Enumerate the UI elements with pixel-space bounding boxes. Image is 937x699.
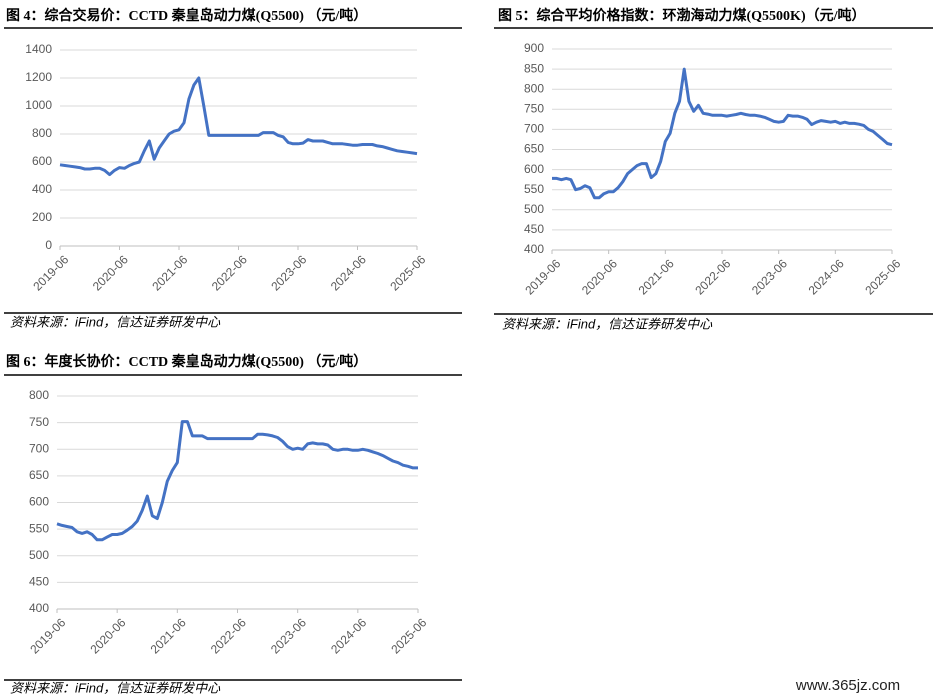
y-tick-label: 700 [524,122,544,136]
x-tick-label: 2024-06 [806,256,847,297]
source-note: 资料来源：iFind，信达证券研发中心 [10,680,221,695]
price-line [56,420,418,542]
y-tick-label: 600 [32,154,52,168]
x-tick-label: 2025-06 [862,256,903,297]
y-tick-label: 1400 [25,42,52,56]
x-tick-label: 2019-06 [27,615,68,656]
x-tick-label: 2023-06 [268,615,309,656]
x-tick-label: 2023-06 [268,252,309,293]
y-tick-label: 750 [524,101,544,115]
y-tick-label: 650 [524,142,544,156]
x-tick-label: 2022-06 [209,252,250,293]
y-tick-label: 800 [32,126,52,140]
y-tick-label: 400 [32,182,52,196]
chart-title: 图 5：综合平均价格指数：环渤海动力煤(Q5500K)（元/吨） [498,7,866,24]
x-tick-label: 2020-06 [87,615,128,656]
x-tick-label: 2022-06 [208,615,249,656]
x-tick-label: 2025-06 [388,615,429,656]
y-tick-label: 800 [29,388,49,402]
x-tick-label: 2019-06 [522,256,563,297]
chart-title: 图 4：综合交易价：CCTD 秦皇岛动力煤(Q5500) （元/吨） [6,7,367,24]
source-note: 资料来源：iFind，信达证券研发中心 [10,314,221,329]
y-tick-label: 750 [29,415,49,429]
y-tick-label: 850 [524,61,544,75]
x-tick-label: 2021-06 [148,615,189,656]
chart-title: 图 6：年度长协价：CCTD 秦皇岛动力煤(Q5500) （元/吨） [6,353,367,370]
price-line [552,67,893,200]
x-tick-label: 2020-06 [90,252,131,293]
x-tick-label: 2025-06 [387,252,428,293]
watermark: www.365jz.com [795,677,900,694]
y-tick-label: 550 [29,521,49,535]
y-tick-label: 400 [524,242,544,256]
y-tick-label: 600 [29,495,49,509]
y-tick-label: 550 [524,182,544,196]
x-tick-label: 2024-06 [328,252,369,293]
price-line [59,76,418,177]
y-tick-label: 450 [524,222,544,236]
y-tick-label: 600 [524,162,544,176]
y-tick-label: 1000 [25,98,52,112]
y-tick-label: 500 [524,202,544,216]
y-tick-label: 900 [524,41,544,55]
x-tick-label: 2021-06 [149,252,190,293]
y-tick-label: 650 [29,468,49,482]
x-tick-label: 2019-06 [30,252,71,293]
x-tick-label: 2022-06 [692,256,733,297]
y-tick-label: 450 [29,575,49,589]
x-tick-label: 2023-06 [749,256,790,297]
y-tick-label: 1200 [25,70,52,84]
x-tick-label: 2024-06 [328,615,369,656]
y-tick-label: 400 [29,601,49,615]
y-tick-label: 0 [45,238,52,252]
y-tick-label: 800 [524,81,544,95]
y-tick-label: 200 [32,210,52,224]
y-tick-label: 700 [29,441,49,455]
x-tick-label: 2020-06 [579,256,620,297]
y-tick-label: 500 [29,548,49,562]
source-note: 资料来源：iFind，信达证券研发中心 [502,316,713,331]
x-tick-label: 2021-06 [636,256,677,297]
